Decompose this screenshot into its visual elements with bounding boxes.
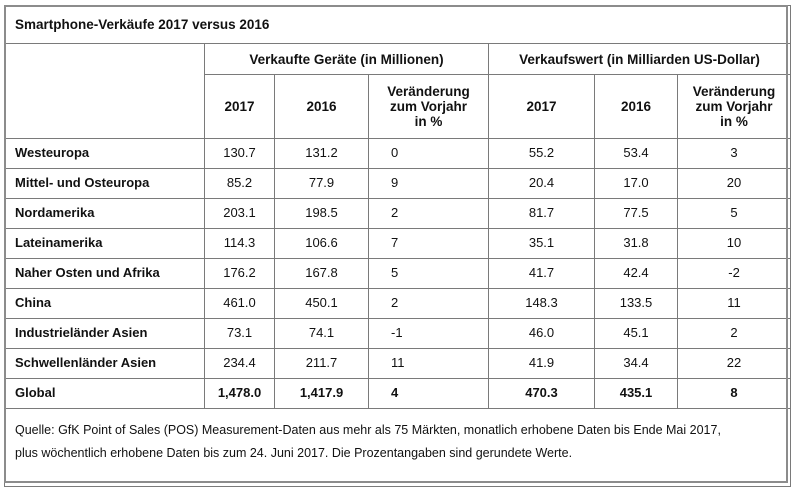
units-change-cell: 7 [368,228,489,259]
region-header-cell [4,43,205,139]
region-cell: Mittel- und Osteuropa [4,168,205,199]
units-2017-cell: 203.1 [204,198,275,229]
region-cell: Schwellenländer Asien [4,348,205,379]
col-header-value-change: Veränderung zum Vorjahr in % [676,74,792,139]
column-header-row: 2017 2016 Veränderung zum Vorjahr in % 2… [5,74,792,139]
units-2016-cell: 198.5 [274,198,369,229]
col-header-line: zum Vorjahr [389,99,467,114]
table-row: Naher Osten und Afrika 176.2 167.8 5 41.7 42.… [4,258,792,289]
value-2016-cell: 53.4 [594,138,678,169]
table-row: Lateinamerika 114.3 106.6 7 35.1 31.8 10 [4,228,792,259]
region-cell: Lateinamerika [4,228,205,259]
value-2016-cell: 435.1 [594,378,678,409]
units-2017-cell: 85.2 [204,168,275,199]
region-cell: Industrieländer Asien [4,318,205,349]
col-header-line: Veränderung [692,84,776,99]
value-change-cell: 11 [676,288,792,319]
col-header-line: in % [414,114,443,129]
footnote-row: Quelle: GfK Point of Sales (POS) Measure… [3,408,792,487]
units-2017-cell: 461.0 [204,288,275,319]
value-2017-cell: 20.4 [488,168,595,199]
region-cell: Westeuropa [4,138,205,169]
col-header-units-change: Veränderung zum Vorjahr in % [368,74,489,139]
units-2017-cell: 130.7 [204,138,275,169]
units-2016-cell: 74.1 [274,318,369,349]
table-row-total: Global 1,478.0 1,417.9 4 470.3 435.1 8 [4,378,792,409]
units-change-cell: -1 [368,318,489,349]
value-2017-cell: 46.0 [488,318,595,349]
col-header-line: Veränderung [387,84,470,99]
table-row: Industrieländer Asien 73.1 74.1 -1 46.0 45.1 2 [4,318,792,349]
title-row: Smartphone-Verkäufe 2017 versus 2016 [3,5,792,44]
table-row: Nordamerika 203.1 198.5 2 81.7 77.5 5 [4,198,792,229]
value-change-cell: 22 [676,348,792,379]
group-header-value: Verkaufswert (in Milliarden US-Dollar) [487,43,792,75]
value-2017-cell: 470.3 [488,378,595,409]
units-2016-cell: 211.7 [274,348,369,379]
units-change-cell: 2 [368,288,489,319]
smartphone-sales-table: Smartphone-Verkäufe 2017 versus 2016 Ver… [3,5,792,487]
units-2017-cell: 176.2 [204,258,275,289]
col-header-line: zum Vorjahr [695,99,773,114]
region-cell: China [4,288,205,319]
value-2016-cell: 34.4 [594,348,678,379]
units-2016-cell: 450.1 [274,288,369,319]
value-2016-cell: 45.1 [594,318,678,349]
value-2017-cell: 41.7 [488,258,595,289]
col-header-line: in % [720,114,748,129]
source-note: Quelle: GfK Point of Sales (POS) Measure… [3,408,792,487]
source-note-line: plus wöchentlich erhobene Daten bis zum … [15,446,573,460]
value-2016-cell: 42.4 [594,258,678,289]
units-change-cell: 5 [368,258,489,289]
col-header-value-2017: 2017 [488,74,595,139]
table-title: Smartphone-Verkäufe 2017 versus 2016 [3,5,792,44]
value-change-cell: 2 [676,318,792,349]
value-change-cell: 20 [676,168,792,199]
value-2017-cell: 35.1 [488,228,595,259]
units-2016-cell: 167.8 [274,258,369,289]
table-row: Westeuropa 130.7 131.2 0 55.2 53.4 3 [4,138,792,169]
value-2017-cell: 55.2 [488,138,595,169]
value-2016-cell: 133.5 [594,288,678,319]
table-row: China 461.0 450.1 2 148.3 133.5 11 [4,288,792,319]
source-note-line: Quelle: GfK Point of Sales (POS) Measure… [15,423,721,437]
table-frame [4,5,788,483]
table-row: Schwellenländer Asien 234.4 211.7 11 41.9 34.… [4,348,792,379]
